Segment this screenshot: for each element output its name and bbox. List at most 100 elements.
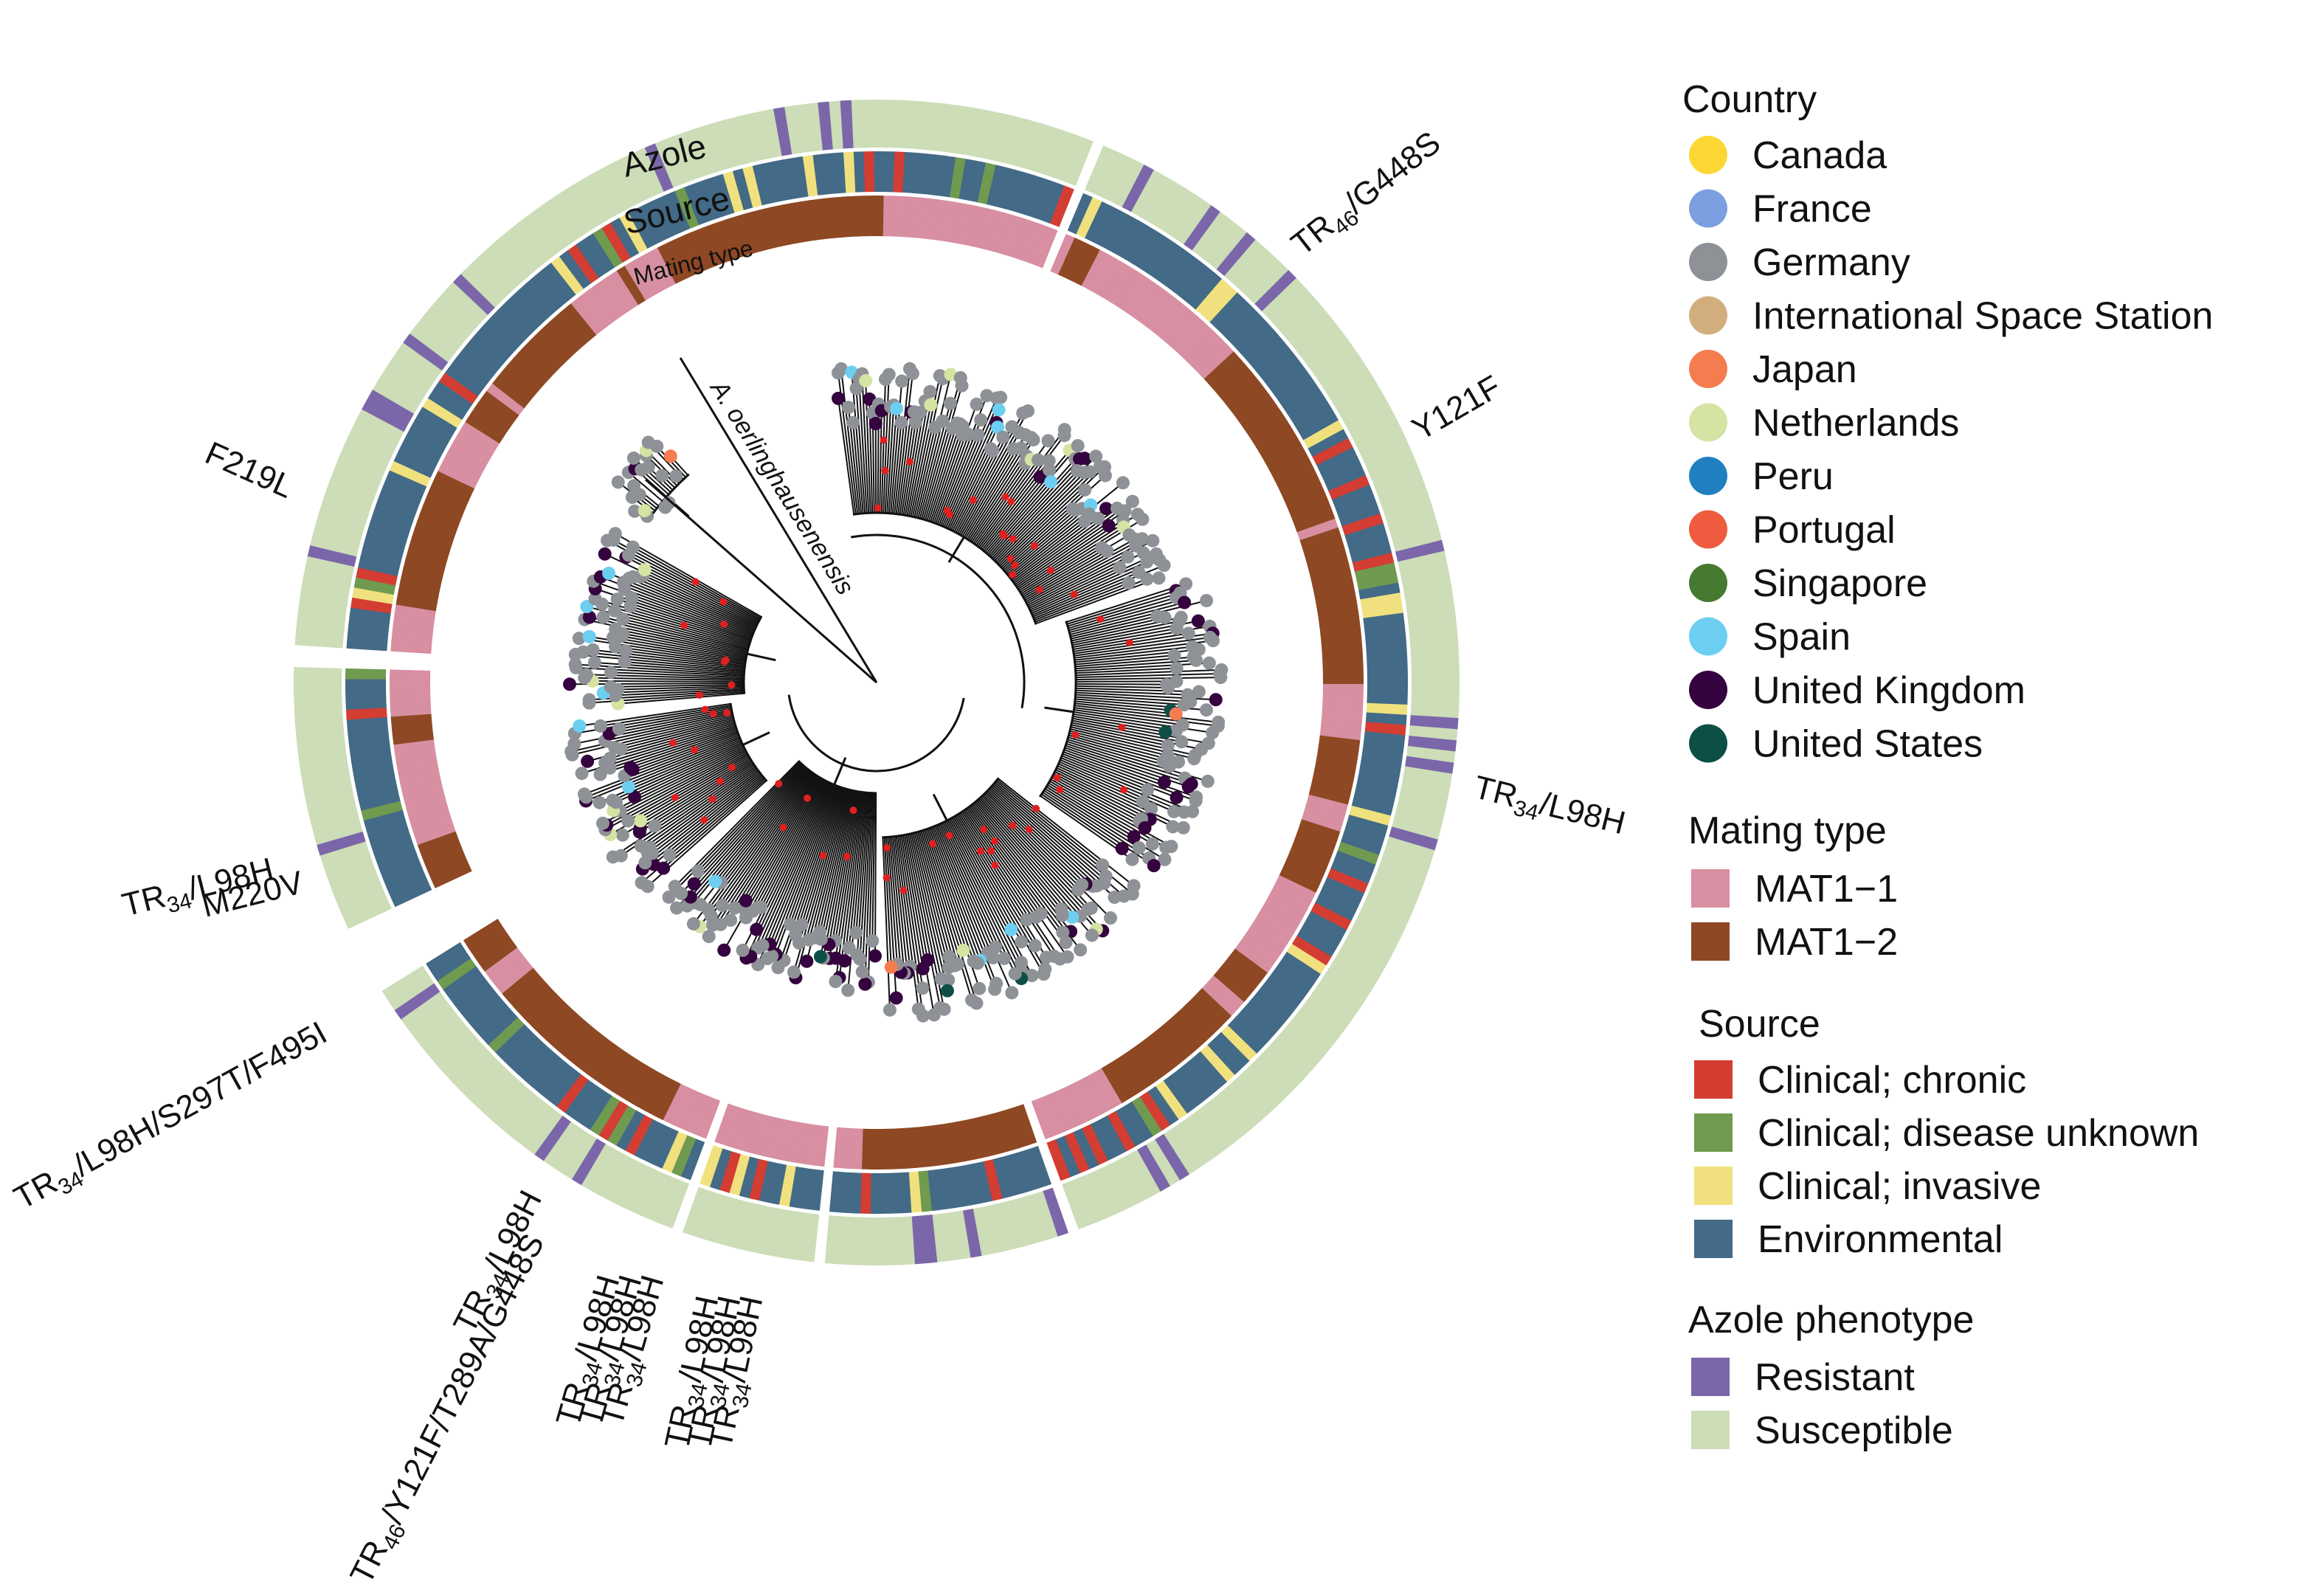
ring-cell	[1130, 1044, 1161, 1084]
tip-point	[1074, 943, 1088, 957]
ring-cell	[1221, 1084, 1262, 1129]
ring-cell	[833, 1127, 846, 1169]
mutation-label: TR34/L98H	[1469, 769, 1629, 846]
ring-cell	[942, 201, 959, 243]
ring-cell	[1320, 628, 1362, 642]
ring-cell	[1101, 1063, 1130, 1104]
country-legend-swatch	[1689, 189, 1727, 228]
ring-cell	[732, 168, 753, 210]
ring-cell	[968, 206, 987, 248]
ring-cell	[1140, 175, 1174, 223]
tree-branch	[746, 652, 776, 662]
ring-cell	[1107, 1110, 1136, 1152]
ring-cell	[1088, 254, 1117, 294]
country-legend-swatch	[1689, 403, 1727, 442]
ring-cell	[1076, 197, 1102, 239]
ring-cell	[674, 235, 700, 277]
ring-cell	[486, 383, 525, 415]
tree-branch	[913, 832, 950, 968]
ring-cell	[665, 190, 691, 232]
tree-branch	[867, 792, 874, 982]
ring-cell	[575, 177, 609, 225]
ring-cell	[1109, 1159, 1141, 1208]
ring-cell	[358, 791, 401, 811]
tree-branch	[795, 787, 844, 935]
ring-cell	[940, 156, 956, 198]
tip-point	[1158, 725, 1172, 739]
ring-cell	[1055, 1088, 1081, 1129]
tip-point	[1161, 739, 1175, 753]
tree-branch	[595, 598, 750, 646]
tree-branch	[987, 789, 1087, 885]
tip-point	[650, 439, 664, 453]
ring-cell	[549, 315, 584, 352]
ring-cell	[590, 1148, 624, 1197]
ring-cell	[686, 128, 713, 177]
ring-cell	[1215, 365, 1253, 399]
ring-cell	[634, 147, 665, 196]
mating-legend-label: MAT1−2	[1755, 921, 1898, 964]
source-legend-label: Clinical; chronic	[1758, 1059, 2026, 1102]
ring-cell	[466, 1062, 508, 1105]
ring-cell	[977, 162, 997, 205]
ring-cell	[806, 102, 823, 152]
country-legend-swatch	[1689, 136, 1727, 174]
ring-cell	[392, 623, 434, 637]
node-marker	[882, 843, 891, 851]
ring-cell	[713, 173, 736, 216]
tip-point	[890, 401, 904, 415]
ring-cell	[644, 143, 674, 192]
ring-cell	[735, 213, 756, 255]
tree-branch	[1067, 592, 1181, 627]
ring-cell	[1281, 951, 1321, 984]
tree-branch	[899, 835, 924, 989]
ring-cell	[1139, 1091, 1171, 1131]
tip-point	[916, 981, 930, 995]
tree-branch	[913, 427, 936, 518]
tip-point	[624, 760, 638, 774]
tree-branch	[998, 778, 1135, 887]
ring-cell	[1179, 325, 1215, 362]
ring-cell	[965, 1118, 983, 1160]
ring-cell	[533, 999, 569, 1035]
source-legend-label: Clinical; invasive	[1758, 1165, 2041, 1208]
tree-branch	[994, 781, 1107, 877]
tip-point	[573, 719, 587, 733]
tree-branch	[1021, 547, 1102, 596]
tip-point	[1026, 433, 1040, 447]
ring-cell	[1126, 225, 1157, 266]
tip-point	[1177, 698, 1191, 712]
ring-cell	[772, 204, 790, 247]
tree-branch	[722, 773, 815, 906]
ring-cell	[1006, 1107, 1029, 1149]
tree-branch	[767, 785, 837, 959]
tip-point	[587, 655, 601, 669]
tip-point	[832, 391, 846, 405]
ring-cell	[1042, 1187, 1069, 1237]
ring-cell	[649, 247, 677, 289]
tip-point	[829, 975, 843, 989]
ring-cell	[709, 1148, 732, 1190]
ring-cell	[882, 196, 894, 237]
ring-cell	[1394, 806, 1444, 829]
tip-point	[802, 933, 816, 947]
tree-branch	[1020, 526, 1125, 593]
ring-cell	[1324, 466, 1367, 491]
ring-cell	[646, 198, 674, 241]
ring-cell	[1411, 673, 1460, 685]
ring-cell	[494, 1023, 531, 1060]
tree-branch	[960, 812, 1055, 957]
ring-cell	[973, 1161, 993, 1203]
ring-cell	[417, 831, 459, 854]
tree-branch	[1066, 741, 1186, 779]
ring-cell	[1195, 278, 1230, 317]
ring-cell	[488, 1017, 525, 1053]
ring-cell	[408, 806, 451, 828]
node-marker	[945, 511, 953, 519]
tree-branch	[996, 779, 1103, 866]
ring-cell	[1308, 338, 1354, 376]
ring-cell	[1224, 955, 1263, 988]
tip-point	[626, 451, 640, 465]
tree-branch	[600, 705, 731, 727]
tree-branch	[1074, 709, 1183, 726]
